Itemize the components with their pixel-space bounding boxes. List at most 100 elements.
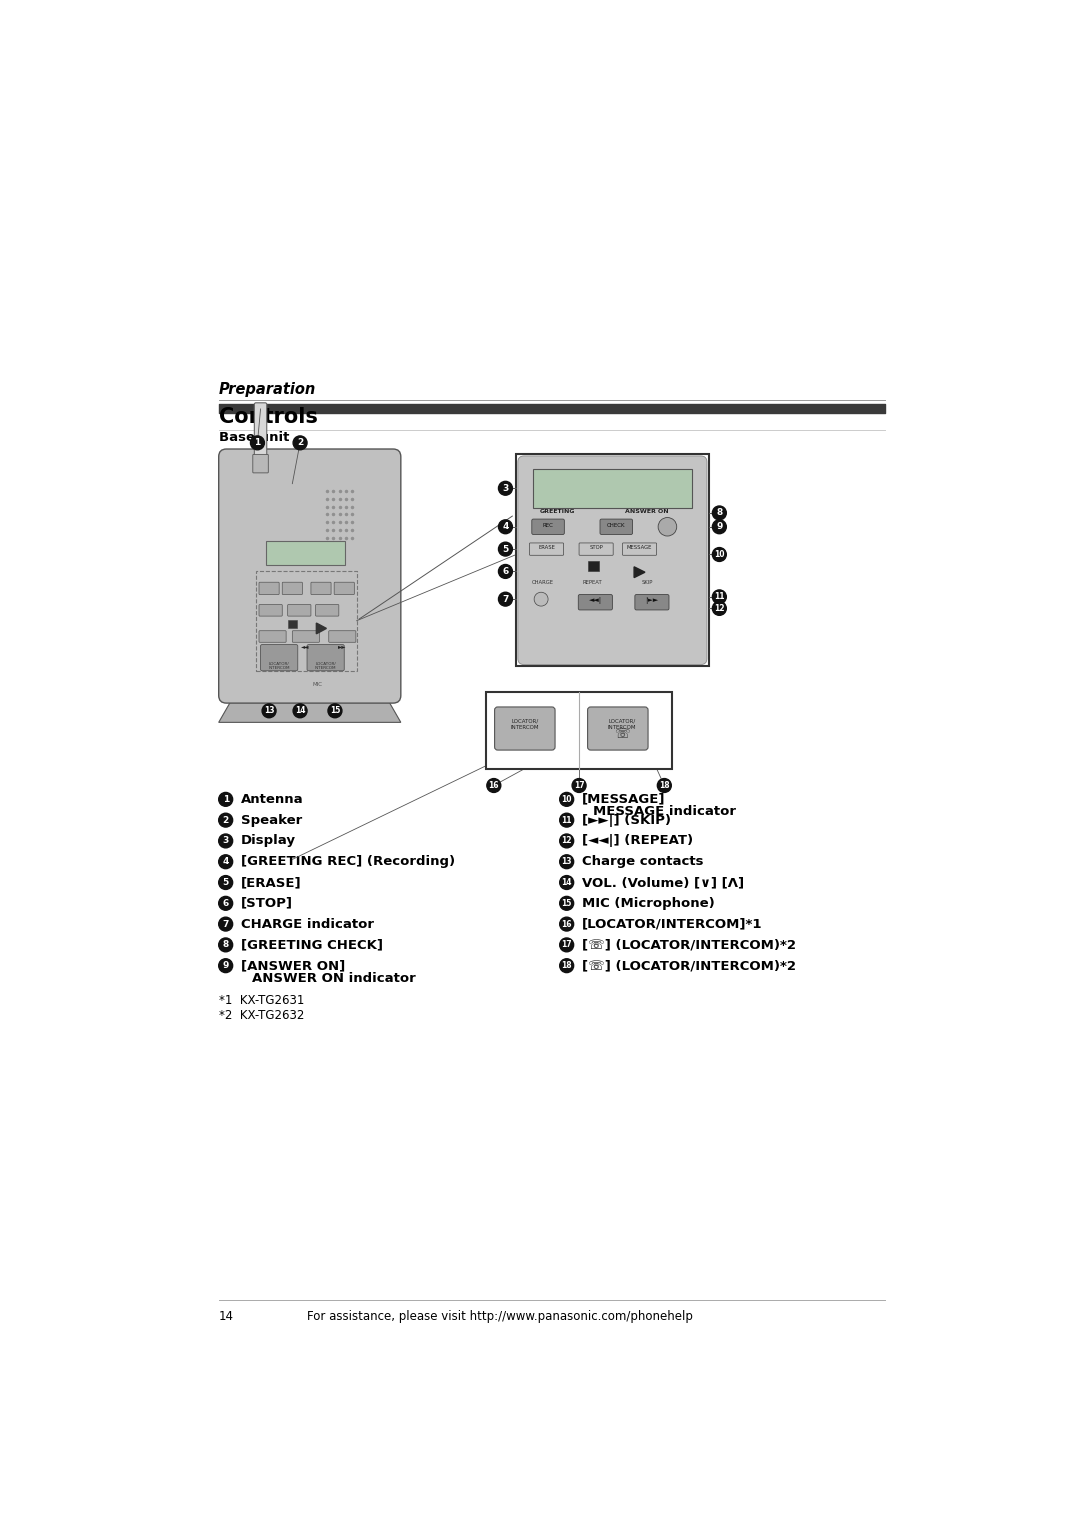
FancyBboxPatch shape: [579, 542, 613, 555]
Text: 17: 17: [562, 940, 572, 949]
Text: 1: 1: [222, 795, 229, 804]
Circle shape: [559, 917, 573, 931]
FancyBboxPatch shape: [328, 631, 356, 642]
FancyBboxPatch shape: [635, 594, 669, 610]
FancyBboxPatch shape: [315, 605, 339, 616]
Text: [MESSAGE]: [MESSAGE]: [582, 793, 665, 805]
Text: 18: 18: [659, 781, 670, 790]
FancyBboxPatch shape: [311, 582, 332, 594]
Text: CHARGE indicator: CHARGE indicator: [241, 918, 374, 931]
Text: STOP: STOP: [590, 545, 603, 550]
Text: 18: 18: [562, 961, 572, 970]
Text: REPEAT: REPEAT: [582, 579, 602, 585]
Circle shape: [218, 958, 232, 973]
Text: [ANSWER ON]: [ANSWER ON]: [241, 960, 346, 972]
FancyBboxPatch shape: [578, 594, 612, 610]
Text: 3: 3: [222, 836, 229, 845]
FancyBboxPatch shape: [622, 542, 657, 555]
Circle shape: [218, 876, 232, 889]
Circle shape: [559, 897, 573, 911]
Circle shape: [293, 704, 307, 718]
Text: MESSAGE indicator: MESSAGE indicator: [593, 805, 737, 817]
Text: 10: 10: [714, 550, 725, 559]
Text: ►►: ►►: [338, 645, 347, 649]
Text: LOCATOR/
INTERCOM: LOCATOR/ INTERCOM: [607, 718, 636, 730]
Text: ERASE: ERASE: [538, 545, 555, 550]
Text: 8: 8: [716, 509, 723, 518]
FancyBboxPatch shape: [532, 469, 692, 507]
Circle shape: [262, 704, 276, 718]
Text: 14: 14: [562, 879, 572, 888]
Text: Preparation: Preparation: [218, 382, 316, 397]
Circle shape: [218, 813, 232, 827]
Polygon shape: [218, 695, 401, 723]
Circle shape: [713, 602, 727, 616]
Text: 16: 16: [488, 781, 499, 790]
Text: *2  KX-TG2632: *2 KX-TG2632: [218, 1008, 305, 1022]
FancyBboxPatch shape: [516, 454, 708, 666]
Polygon shape: [316, 623, 326, 634]
Text: CHECK: CHECK: [607, 523, 625, 527]
Circle shape: [713, 506, 727, 520]
Text: 11: 11: [714, 593, 725, 602]
FancyBboxPatch shape: [600, 520, 633, 535]
Circle shape: [487, 779, 501, 793]
Circle shape: [713, 520, 727, 533]
Text: 9: 9: [222, 961, 229, 970]
Circle shape: [559, 813, 573, 827]
FancyBboxPatch shape: [259, 631, 286, 642]
Text: Speaker: Speaker: [241, 813, 302, 827]
Circle shape: [499, 564, 512, 579]
Text: MESSAGE: MESSAGE: [626, 545, 652, 550]
Text: 5: 5: [502, 544, 509, 553]
Text: Controls: Controls: [218, 406, 318, 426]
FancyBboxPatch shape: [307, 645, 345, 671]
FancyBboxPatch shape: [288, 620, 297, 628]
Circle shape: [559, 793, 573, 807]
Circle shape: [658, 518, 677, 536]
Text: 9: 9: [716, 523, 723, 532]
Text: 15: 15: [329, 706, 340, 715]
Circle shape: [658, 779, 672, 793]
Text: 7: 7: [222, 920, 229, 929]
Text: LOCATOR/
INTERCOM: LOCATOR/ INTERCOM: [511, 718, 539, 730]
FancyBboxPatch shape: [260, 645, 298, 671]
Text: 5: 5: [222, 879, 229, 888]
Text: VOL. (Volume) [∨] [Λ]: VOL. (Volume) [∨] [Λ]: [582, 876, 744, 889]
Text: [GREETING CHECK]: [GREETING CHECK]: [241, 938, 383, 952]
Text: 12: 12: [714, 604, 725, 613]
Text: ◄◄: ◄◄: [301, 645, 310, 649]
FancyBboxPatch shape: [486, 692, 672, 769]
Text: For assistance, please visit http://www.panasonic.com/phonehelp: For assistance, please visit http://www.…: [307, 1311, 693, 1323]
Text: 13: 13: [264, 706, 274, 715]
Text: 6: 6: [502, 567, 509, 576]
Text: GREETING: GREETING: [540, 509, 575, 513]
FancyBboxPatch shape: [531, 520, 565, 535]
Circle shape: [499, 542, 512, 556]
Text: Base unit: Base unit: [218, 431, 289, 443]
Text: |►►: |►►: [646, 597, 659, 604]
Circle shape: [218, 834, 232, 848]
Circle shape: [218, 854, 232, 868]
Circle shape: [218, 917, 232, 931]
Text: 14: 14: [295, 706, 306, 715]
Text: 2: 2: [222, 816, 229, 825]
Text: SKIP: SKIP: [642, 579, 653, 585]
FancyBboxPatch shape: [255, 403, 267, 463]
Circle shape: [218, 938, 232, 952]
Text: CHARGE: CHARGE: [531, 579, 554, 585]
Circle shape: [572, 779, 586, 793]
Circle shape: [713, 547, 727, 561]
Text: 14: 14: [218, 1311, 233, 1323]
Text: Charge contacts: Charge contacts: [582, 856, 704, 868]
Text: Display: Display: [241, 834, 296, 848]
Circle shape: [328, 704, 342, 718]
FancyBboxPatch shape: [529, 542, 564, 555]
Text: 12: 12: [562, 836, 572, 845]
FancyBboxPatch shape: [334, 582, 354, 594]
FancyBboxPatch shape: [589, 561, 599, 571]
Text: ◄◄|: ◄◄|: [589, 597, 602, 604]
Circle shape: [261, 649, 272, 660]
Text: REC: REC: [542, 523, 554, 527]
FancyBboxPatch shape: [293, 631, 320, 642]
